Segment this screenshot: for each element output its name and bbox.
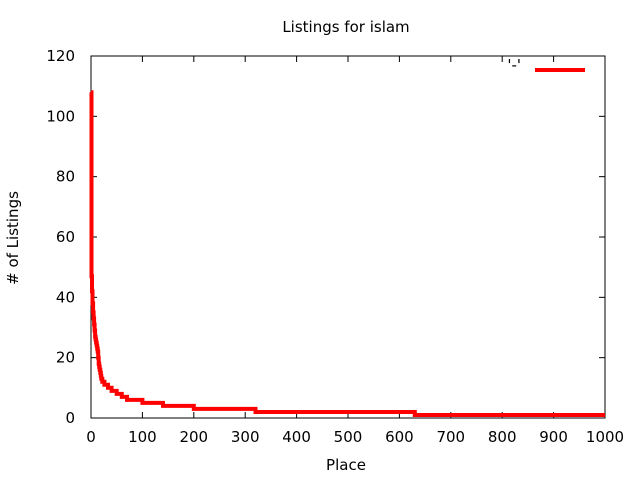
x-tick-label: 100 xyxy=(128,428,157,446)
x-tick-label: 1000 xyxy=(586,428,624,446)
x-axis-label: Place xyxy=(326,456,366,474)
y-tick-label: 20 xyxy=(56,349,75,367)
x-tick-label: 0 xyxy=(86,428,96,446)
x-tick-label: 600 xyxy=(385,428,414,446)
chart-title: Listings for islam xyxy=(282,18,409,36)
y-tick-label: 40 xyxy=(56,288,75,306)
plot-frame xyxy=(90,55,606,419)
x-tick-label: 800 xyxy=(488,428,517,446)
y-tick-label: 120 xyxy=(46,47,75,65)
y-tick-label: 0 xyxy=(65,409,75,427)
y-tick-label: 60 xyxy=(56,228,75,246)
series-line xyxy=(89,90,605,417)
legend-label: '-' xyxy=(507,56,521,74)
axis-ticks: 0 100 200 300 400 500 600 700 800 900 1000 0 20 40 60 8… xyxy=(46,47,624,446)
x-tick-label: 400 xyxy=(282,428,311,446)
x-tick-label: 500 xyxy=(334,428,363,446)
x-tick-label: 700 xyxy=(436,428,465,446)
y-axis-label: # of Listings xyxy=(4,191,22,285)
series-group xyxy=(89,90,605,417)
x-tick-label: 200 xyxy=(179,428,208,446)
y-tick-label: 100 xyxy=(46,107,75,125)
x-tick-label: 900 xyxy=(539,428,568,446)
x-tick-label: 300 xyxy=(231,428,260,446)
legend: '-' xyxy=(507,56,585,74)
y-tick-label: 80 xyxy=(56,168,75,186)
